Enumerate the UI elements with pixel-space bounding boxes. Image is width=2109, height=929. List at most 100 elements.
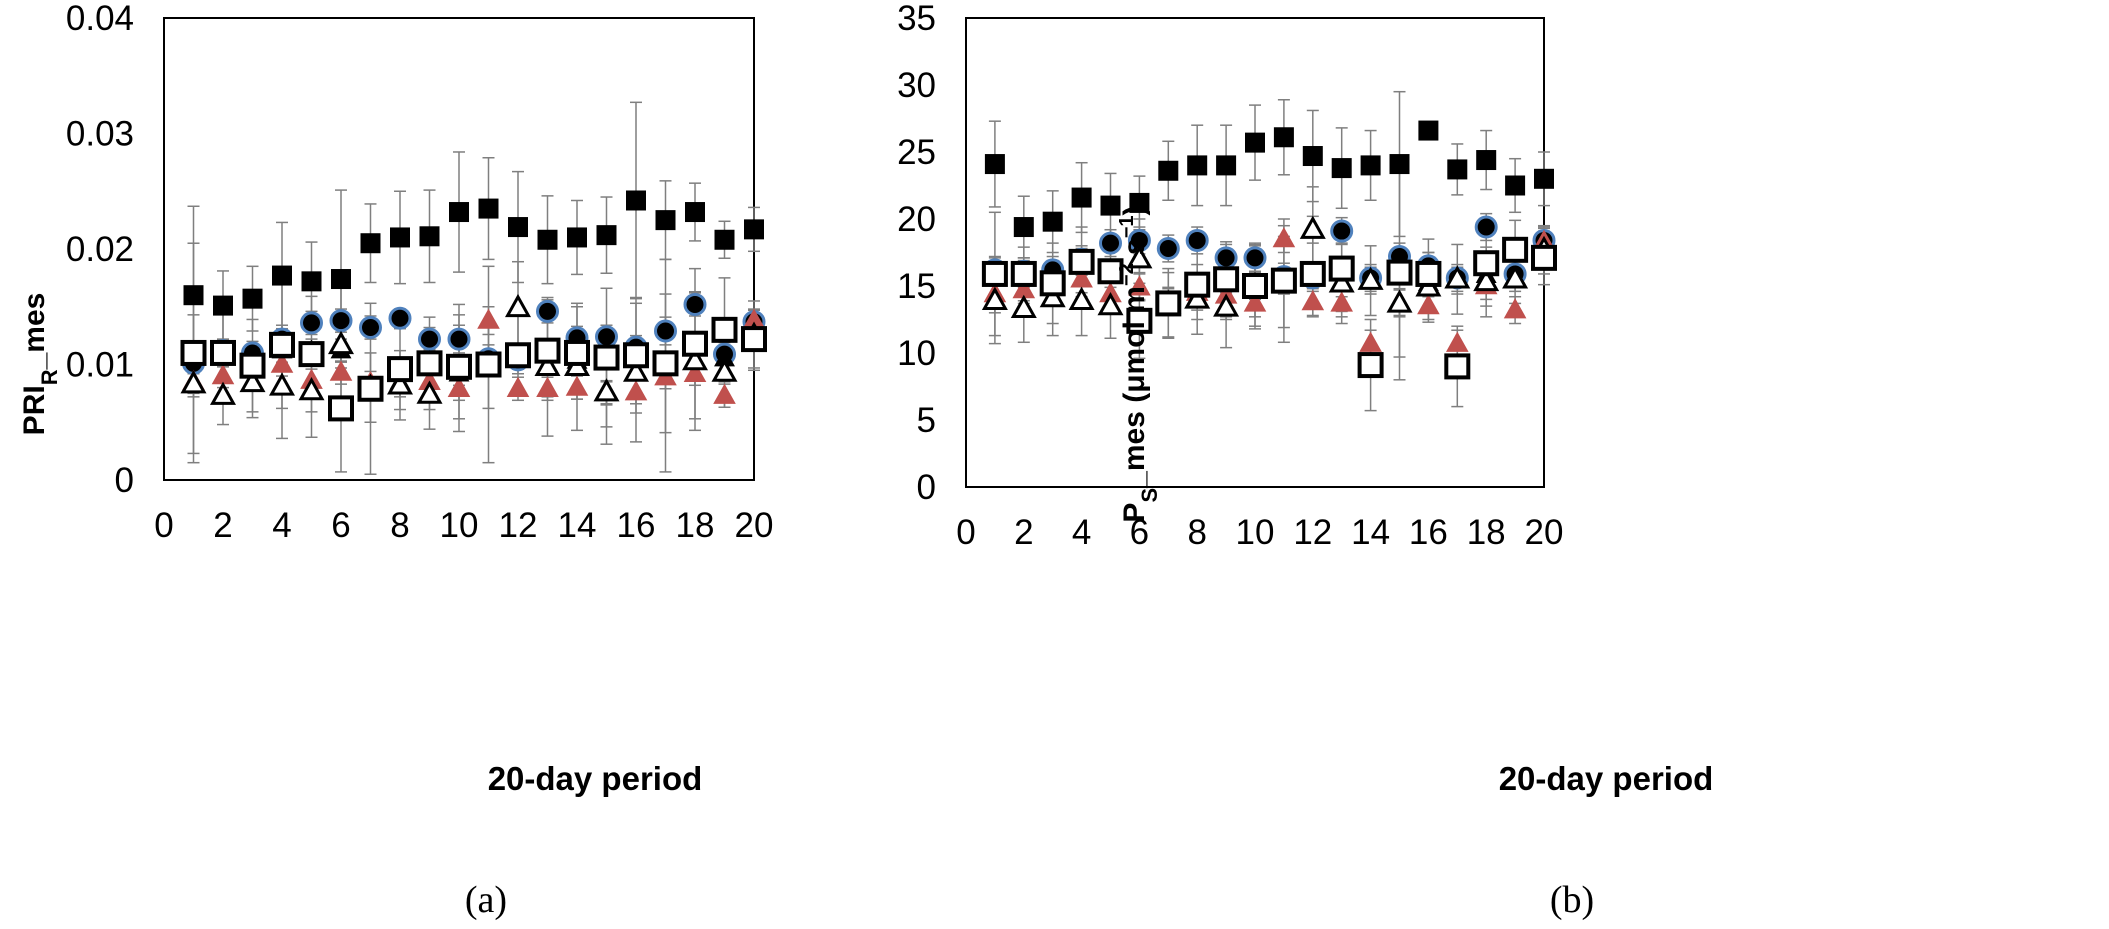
triangle-open-point [268, 372, 296, 396]
square-open-point [210, 339, 236, 366]
triangle-open-point [209, 381, 237, 405]
panel-a-y-label-suffix: _mes [18, 293, 51, 371]
square-open-point [652, 350, 679, 377]
square-open-point [711, 316, 738, 343]
triangle-open-point [681, 346, 709, 371]
circle-filled-point [329, 309, 353, 333]
circle-filled-point [1214, 246, 1238, 270]
square-open-point [981, 260, 1008, 287]
square-filled-point [1042, 211, 1063, 232]
square-filled-point [1418, 120, 1439, 141]
y-tick-label: 0.04 [66, 0, 134, 38]
square-open-point [564, 339, 590, 366]
square-filled-point [1071, 187, 1092, 208]
triangle-red-point [477, 308, 500, 329]
triangle-red-point [506, 376, 530, 397]
square-open-point [741, 326, 767, 353]
x-tick-label: 0 [956, 513, 975, 552]
square-filled-point [1273, 127, 1294, 148]
triangle-open-point [1386, 289, 1413, 313]
square-open-point [1184, 271, 1211, 298]
square-open-point [1502, 236, 1529, 263]
circle-filled-point [683, 292, 707, 316]
x-tick-label: 8 [390, 506, 409, 545]
triangle-red-point [1417, 294, 1440, 315]
triangle-open-point [711, 358, 738, 382]
panel-a-chart: 0 0.01 0.02 0.03 0.04 0 2 4 6 8 10 12 14 16 18 20 20-d… [18, 0, 773, 921]
square-open-point [1039, 270, 1066, 297]
square-open-point [387, 356, 413, 383]
panel-b-y-ticks: 0 5 10 15 20 25 30 35 [897, 0, 936, 507]
square-filled-point [1534, 168, 1554, 189]
triangle-open-point [1357, 266, 1384, 290]
square-open-point [1328, 255, 1355, 282]
square-filled-point [537, 229, 558, 250]
x-tick-label: 8 [1187, 513, 1206, 552]
x-tick-label: 18 [676, 506, 715, 545]
square-filled-point [984, 154, 1005, 175]
triangle-open-point [534, 352, 561, 377]
square-filled-point [449, 202, 469, 223]
square-filled-point [1100, 195, 1121, 216]
square-open-point [1155, 290, 1182, 317]
square-filled-point [744, 219, 764, 240]
square-open-point [446, 353, 472, 380]
square-open-point [1126, 307, 1153, 334]
panel-b-x-axis-label: 20-day period [1499, 760, 1714, 797]
triangle-open-point [1444, 265, 1471, 289]
y-tick-label: 35 [897, 0, 936, 38]
square-filled-point [714, 229, 735, 250]
panel-a-y-ticks: 0 0.01 0.02 0.03 0.04 [66, 0, 134, 500]
square-open-point [357, 375, 384, 402]
x-tick-label: 20 [1525, 513, 1564, 552]
panel-a-points [180, 190, 768, 422]
triangle-red-point [270, 352, 294, 373]
y-tick-label: 30 [897, 66, 936, 105]
triangle-open-point [504, 293, 532, 318]
square-open-point [239, 352, 266, 379]
panel-a-label: (a) [465, 879, 507, 921]
square-filled-point [390, 227, 410, 248]
triangle-open-point [1126, 245, 1153, 269]
triangle-open-point [1068, 286, 1095, 310]
y-tick-label: 0.03 [66, 115, 134, 154]
square-open-point [534, 337, 561, 364]
square-filled-point [183, 285, 204, 306]
square-open-point [298, 341, 325, 368]
circle-filled-point [1243, 246, 1267, 270]
x-tick-label: 16 [617, 506, 656, 545]
panel-b-y-label-sup1: −2 [1116, 263, 1138, 286]
circle-filled-point [300, 311, 323, 335]
square-filled-point [360, 233, 381, 254]
circle-filled-point [536, 299, 559, 323]
triangle-red-point [1301, 290, 1325, 311]
triangle-red-point [447, 376, 471, 397]
triangle-open-point [1299, 215, 1326, 239]
panel-a-y-label-sub: R [37, 369, 62, 385]
circle-filled-point [654, 319, 677, 343]
panel-b-y-axis-label: PS_mes (μmol m−2 s−1) [1116, 205, 1162, 522]
x-tick-label: 14 [558, 506, 597, 545]
square-open-point [475, 351, 502, 378]
circle-filled-point [418, 327, 441, 351]
square-filled-point [1187, 155, 1208, 176]
triangle-open-point [1502, 265, 1529, 289]
square-filled-point [1331, 158, 1352, 179]
panel-b-y-label-end: ) [1118, 205, 1151, 215]
square-filled-point [626, 190, 646, 211]
circle-filled-point [388, 306, 412, 330]
x-tick-label: 18 [1467, 513, 1506, 552]
triangle-open-point [1473, 267, 1500, 292]
triangle-red-point [1128, 275, 1151, 296]
triangle-open-point [1097, 292, 1124, 316]
triangle-open-point [298, 376, 325, 401]
square-open-point [180, 339, 207, 366]
triangle-open-point [981, 286, 1008, 310]
square-filled-point [1245, 132, 1265, 153]
triangle-red-point [1445, 331, 1469, 352]
panel-b-y-label-sup2: −1 [1116, 215, 1138, 238]
square-filled-point [272, 265, 292, 286]
square-filled-point [1129, 192, 1150, 213]
triangle-open-point [239, 368, 266, 393]
triangle-open-point [1213, 293, 1240, 317]
